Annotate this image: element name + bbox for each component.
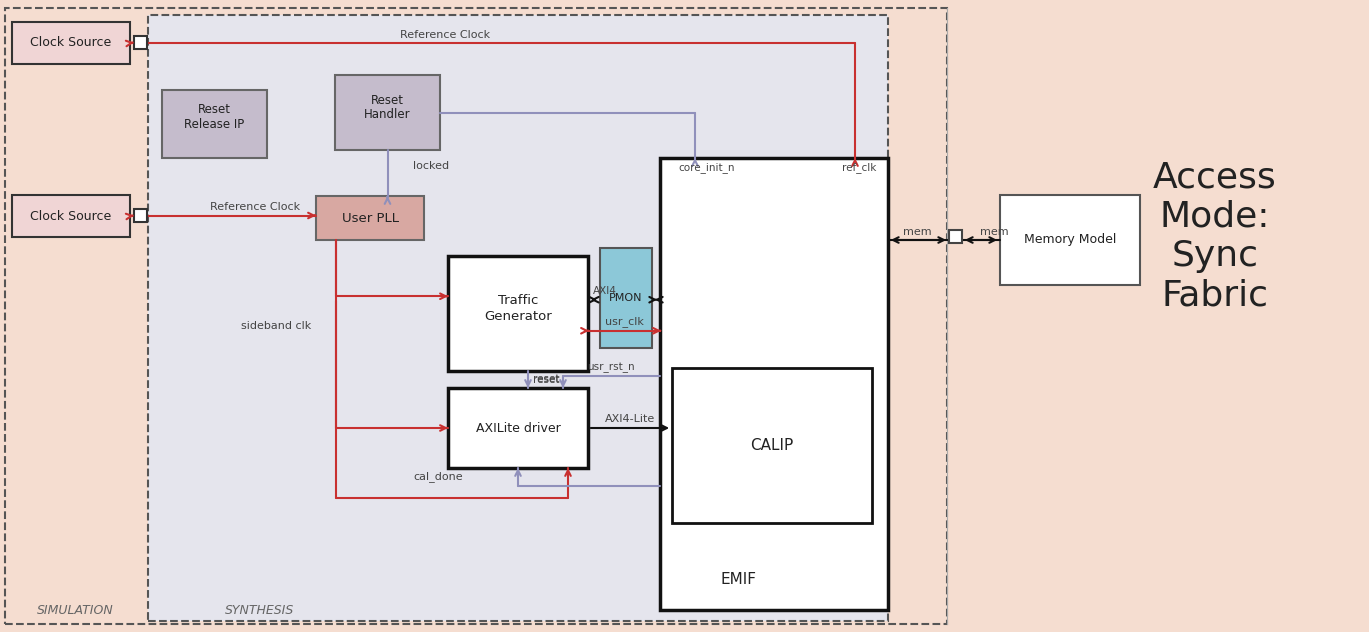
Bar: [448, 256, 589, 371]
Bar: [660, 158, 888, 610]
Text: User PLL: User PLL: [341, 212, 398, 224]
Text: cal_done: cal_done: [413, 471, 463, 482]
Bar: [134, 209, 146, 222]
Text: reset: reset: [533, 374, 560, 384]
Bar: [12, 195, 130, 237]
Bar: [134, 36, 146, 49]
Bar: [999, 195, 1140, 285]
Text: mem: mem: [904, 227, 932, 237]
Text: sideband clk: sideband clk: [241, 321, 311, 331]
Text: core_init_n: core_init_n: [678, 162, 735, 173]
Text: AXILite driver: AXILite driver: [475, 422, 560, 435]
Text: locked: locked: [412, 161, 449, 171]
Bar: [949, 230, 962, 243]
Text: Reference Clock: Reference Clock: [400, 30, 490, 40]
Text: Memory Model: Memory Model: [1024, 233, 1116, 246]
Bar: [448, 388, 589, 468]
Text: Traffic
Generator: Traffic Generator: [485, 295, 552, 322]
Text: mem: mem: [980, 227, 1009, 237]
Text: AXI4-Lite: AXI4-Lite: [605, 414, 656, 424]
Text: EMIF: EMIF: [720, 573, 756, 588]
Text: SYNTHESIS: SYNTHESIS: [226, 604, 294, 616]
Text: AXI4: AXI4: [593, 286, 617, 296]
Text: Access
Mode:
Sync
Fabric: Access Mode: Sync Fabric: [1153, 160, 1277, 312]
Text: SIMULATION: SIMULATION: [37, 604, 114, 616]
Bar: [12, 22, 130, 64]
Text: Reference Clock: Reference Clock: [209, 202, 300, 212]
Text: CALIP: CALIP: [750, 438, 794, 453]
Text: ref_clk: ref_clk: [842, 162, 876, 173]
Bar: [162, 90, 267, 158]
Bar: [5, 8, 947, 624]
Text: Reset
Release IP: Reset Release IP: [185, 103, 245, 131]
Text: usr_rst_n: usr_rst_n: [587, 363, 635, 374]
Bar: [335, 75, 439, 150]
Bar: [672, 368, 872, 523]
Text: Clock Source: Clock Source: [30, 37, 112, 49]
Bar: [600, 248, 652, 348]
Text: usr_clk: usr_clk: [605, 316, 643, 327]
Text: Reset
Handler: Reset Handler: [364, 94, 411, 121]
Text: PMON: PMON: [609, 293, 643, 303]
Bar: [148, 15, 888, 621]
Text: Clock Source: Clock Source: [30, 209, 112, 222]
Text: reset: reset: [533, 375, 560, 385]
Bar: [316, 196, 424, 240]
